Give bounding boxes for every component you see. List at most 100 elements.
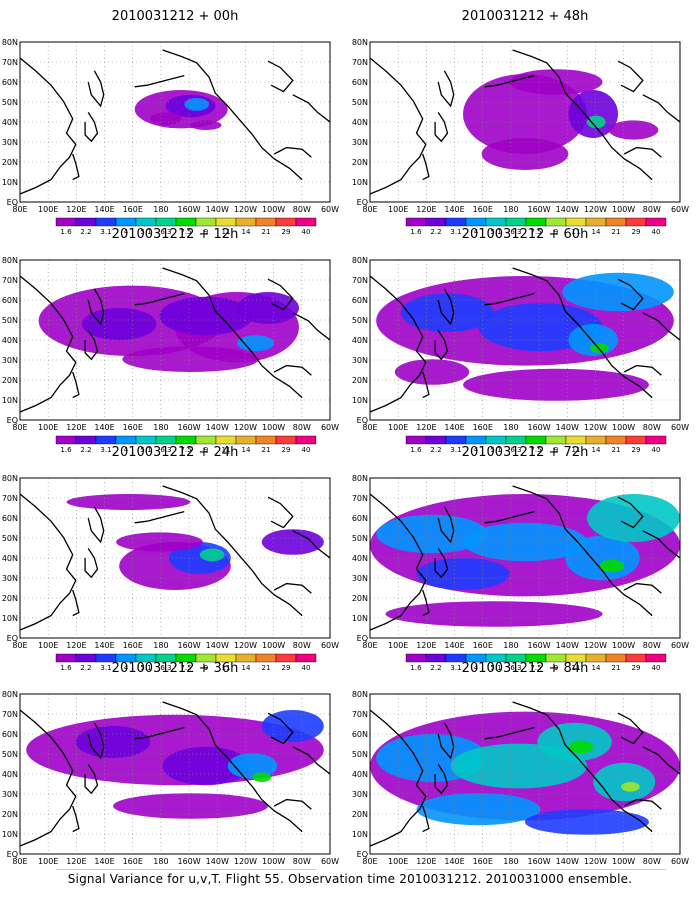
- colorbar-label: 14: [592, 228, 601, 236]
- lon-label: 180: [503, 857, 518, 866]
- forecast-panel: 2010031212 + 48h 80N 70N 60N 50N 40N 30N 20N 10N…: [352, 9, 689, 236]
- colorbar-swatch: [525, 217, 547, 227]
- lat-label: 80N: [2, 690, 18, 699]
- colorbar-swatch: [425, 217, 447, 227]
- lon-label: 160W: [177, 857, 200, 866]
- lon-label: 100W: [262, 205, 285, 214]
- lat-label: 20N: [352, 594, 368, 603]
- lat-label: 30N: [352, 138, 368, 147]
- coastline: [617, 60, 644, 93]
- lon-label: 160E: [473, 423, 493, 432]
- panel-title: 2010031212 + 36h: [112, 661, 239, 676]
- variance-contour: [237, 292, 299, 324]
- coastline: [617, 278, 644, 311]
- colorbar-swatch: [445, 217, 467, 227]
- colorbar-swatch: [485, 217, 507, 227]
- colorbar-swatch: [255, 217, 277, 227]
- coastline: [20, 275, 77, 413]
- coastline: [72, 589, 80, 617]
- coastline: [134, 292, 185, 306]
- colorbar-label: 4: [124, 228, 129, 236]
- colorbar-label: 11: [222, 228, 231, 236]
- colorbar-swatch: [625, 217, 647, 227]
- lon-label: 120W: [584, 641, 607, 650]
- variance-contour: [252, 772, 272, 782]
- lon-label: 80E: [362, 641, 377, 650]
- lon-label: 160W: [177, 641, 200, 650]
- colorbar: 1.6 2.2 3.1 4 5.1 6.3 7.5 9 11 14 21 29 40: [405, 653, 667, 672]
- lon-label: 140W: [556, 641, 579, 650]
- lon-label: 140W: [556, 205, 579, 214]
- lon-label: 180: [153, 857, 168, 866]
- lon-label: 120W: [234, 205, 257, 214]
- lat-label: 40N: [2, 770, 18, 779]
- colorbar-label: 4: [124, 446, 129, 454]
- colorbar-label: 14: [592, 446, 601, 454]
- lon-label: 100W: [612, 205, 635, 214]
- lon-label: 80E: [362, 857, 377, 866]
- coastline: [292, 312, 330, 341]
- lon-label: 60W: [671, 423, 689, 432]
- colorbar-label: 4: [124, 664, 129, 672]
- colorbar-label: 6.3: [160, 664, 171, 672]
- lon-label: 120W: [234, 857, 257, 866]
- lon-label: 100W: [612, 641, 635, 650]
- coastline: [422, 805, 430, 833]
- coastline: [422, 589, 430, 617]
- lat-label: 50N: [2, 98, 18, 107]
- panel-title: 2010031212 + 00h: [112, 9, 239, 24]
- coastline: [87, 722, 105, 760]
- coastline: [84, 112, 99, 143]
- colorbar-label: 1.6: [410, 228, 422, 236]
- coastline: [623, 146, 662, 158]
- map-frame: [19, 259, 331, 421]
- coastline: [20, 709, 77, 847]
- forecast-panel: 2010031212 + 00h 80N 70N 60N 50N 40N 30N 20N 10N…: [2, 9, 339, 236]
- lon-label: 100E: [38, 857, 58, 866]
- colorbar-label: 4: [474, 228, 479, 236]
- colorbar-swatch: [295, 653, 317, 663]
- variance-contour: [113, 793, 268, 819]
- variance-contour: [116, 532, 203, 552]
- lon-label: 60W: [321, 857, 339, 866]
- coastline: [162, 485, 303, 617]
- coastline: [87, 506, 105, 544]
- colorbar-label: 21: [262, 228, 271, 236]
- colorbar-label: 5.1: [490, 228, 501, 236]
- forecast-panel: 2010031212 + 36h 80N 70N 60N 50N 40N 30N 20N 10N…: [2, 661, 339, 888]
- lat-label: 10N: [2, 396, 18, 405]
- lat-label: 60N: [352, 730, 368, 739]
- lat-label: EQ: [357, 416, 368, 425]
- lat-label: 10N: [352, 178, 368, 187]
- lat-label: 70N: [352, 58, 368, 67]
- lon-label: 80W: [643, 641, 661, 650]
- lat-label: EQ: [357, 850, 368, 859]
- colorbar-label: 7.5: [530, 446, 541, 454]
- colorbar-label: 6.3: [510, 446, 521, 454]
- variance-contour: [481, 138, 569, 170]
- colorbar-label: 4: [474, 446, 479, 454]
- colorbar-swatch: [75, 653, 97, 663]
- lat-label: 60N: [2, 78, 18, 87]
- variance-contour: [416, 793, 541, 826]
- lon-label: 60W: [671, 857, 689, 866]
- colorbar-label: 9: [204, 228, 208, 236]
- coastline: [422, 371, 430, 399]
- coastline: [87, 288, 105, 326]
- lat-label: 60N: [352, 296, 368, 305]
- forecast-panel: 2010031212 + 72h 80N 70N 60N 50N 40N 30N 20N 10N…: [352, 445, 689, 672]
- colorbar-swatch: [255, 435, 277, 445]
- lon-label: 140W: [556, 857, 579, 866]
- coastline: [623, 798, 662, 810]
- variance-contour: [568, 740, 594, 754]
- lat-label: 70N: [352, 276, 368, 285]
- colorbar-label: 5.1: [140, 664, 151, 672]
- lon-label: 80E: [12, 857, 27, 866]
- colorbar-swatch: [275, 435, 297, 445]
- colorbar-swatch: [525, 435, 547, 445]
- colorbar-swatch: [295, 217, 317, 227]
- colorbar-swatch: [155, 435, 177, 445]
- forecast-panel: 2010031212 + 12h 80N 70N 60N 50N 40N 30N 20N 10N…: [2, 227, 339, 454]
- colorbar-label: 29: [282, 664, 291, 672]
- colorbar-label: 1.6: [60, 228, 72, 236]
